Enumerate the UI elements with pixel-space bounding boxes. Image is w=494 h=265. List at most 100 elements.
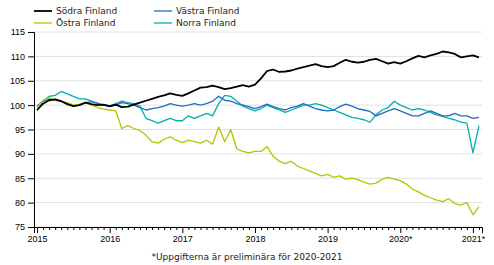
- tick: [158, 227, 159, 230]
- tick: [237, 227, 238, 230]
- minor-tick-mark: [364, 227, 365, 230]
- tick-label: 2020*: [389, 234, 413, 244]
- tick: [43, 227, 44, 230]
- minor-tick-mark: [358, 227, 359, 230]
- tick: [188, 227, 189, 230]
- tick-mark: [328, 227, 329, 233]
- minor-tick-mark: [207, 227, 208, 230]
- tick-mark: [110, 227, 111, 233]
- legend-swatch: [154, 10, 172, 11]
- tick: [273, 227, 274, 230]
- minor-tick-mark: [322, 227, 323, 230]
- tick: [364, 227, 365, 230]
- legend-label: Västra Finland: [176, 6, 239, 16]
- minor-tick-mark: [334, 227, 335, 230]
- grid-line: [34, 129, 482, 130]
- tick: [431, 227, 432, 230]
- legend-swatch: [34, 22, 52, 23]
- tick: [55, 227, 56, 230]
- legend-item: Södra Finland: [34, 6, 117, 16]
- tick: [370, 227, 371, 230]
- tick: [412, 227, 413, 230]
- tick: [128, 227, 129, 230]
- minor-tick-mark: [309, 227, 310, 230]
- tick: [455, 227, 456, 230]
- tick: 80: [15, 198, 34, 208]
- tick: [297, 227, 298, 230]
- tick: [322, 227, 323, 230]
- tick-mark: [37, 227, 38, 233]
- minor-tick-mark: [176, 227, 177, 230]
- minor-tick-mark: [158, 227, 159, 230]
- minor-tick-mark: [285, 227, 286, 230]
- minor-tick-mark: [92, 227, 93, 230]
- tick: [358, 227, 359, 230]
- tick: [479, 227, 480, 230]
- tick: [219, 227, 220, 230]
- tick: [406, 227, 407, 230]
- minor-tick-mark: [273, 227, 274, 230]
- minor-tick-mark: [461, 227, 462, 230]
- minor-tick-mark: [116, 227, 117, 230]
- tick: [79, 227, 80, 230]
- legend-label: Norra Finland: [176, 18, 236, 28]
- legend-item: Västra Finland: [154, 6, 239, 16]
- tick: [146, 227, 147, 230]
- minor-tick-mark: [104, 227, 105, 230]
- tick-mark: [28, 203, 34, 204]
- minor-tick-mark: [406, 227, 407, 230]
- minor-tick-mark: [424, 227, 425, 230]
- tick: [443, 227, 444, 230]
- tick: [249, 227, 250, 230]
- chart: 7580859095100105110115201520162017201820…: [0, 0, 494, 265]
- tick-mark: [400, 227, 401, 233]
- tick-label: 105: [10, 76, 25, 86]
- tick: [394, 227, 395, 230]
- series-line: [37, 52, 479, 111]
- tick: [140, 227, 141, 230]
- minor-tick-mark: [61, 227, 62, 230]
- minor-tick-mark: [443, 227, 444, 230]
- tick: [200, 227, 201, 230]
- minor-tick-mark: [467, 227, 468, 230]
- tick-label: 2021*: [462, 234, 486, 244]
- tick: [170, 227, 171, 230]
- tick: [213, 227, 214, 230]
- minor-tick-mark: [479, 227, 480, 230]
- tick: 85: [15, 174, 34, 184]
- minor-tick-mark: [225, 227, 226, 230]
- tick: [267, 227, 268, 230]
- tick: [418, 227, 419, 230]
- tick: [376, 227, 377, 230]
- tick: [92, 227, 93, 230]
- minor-tick-mark: [49, 227, 50, 230]
- minor-tick-mark: [297, 227, 298, 230]
- tick: 90: [15, 149, 34, 159]
- tick-mark: [28, 32, 34, 33]
- minor-tick-mark: [376, 227, 377, 230]
- tick: [309, 227, 310, 230]
- minor-tick-mark: [316, 227, 317, 230]
- tick-label: 75: [15, 222, 25, 232]
- minor-tick-mark: [170, 227, 171, 230]
- minor-tick-mark: [122, 227, 123, 230]
- tick: [164, 227, 165, 230]
- tick: [382, 227, 383, 230]
- tick: [261, 227, 262, 230]
- minor-tick-mark: [394, 227, 395, 230]
- tick: 2021*: [462, 227, 486, 244]
- minor-tick-mark: [346, 227, 347, 230]
- minor-tick-mark: [388, 227, 389, 230]
- tick: [152, 227, 153, 230]
- tick-mark: [473, 227, 474, 233]
- tick: [61, 227, 62, 230]
- tick: [449, 227, 450, 230]
- tick: [352, 227, 353, 230]
- series-line: [37, 96, 479, 118]
- legend-label: Södra Finland: [56, 6, 117, 16]
- tick: [73, 227, 74, 230]
- y-axis: 7580859095100105110115: [10, 27, 35, 232]
- minor-tick-mark: [67, 227, 68, 230]
- tick-label: 2016: [100, 234, 120, 244]
- tick: 105: [10, 76, 34, 86]
